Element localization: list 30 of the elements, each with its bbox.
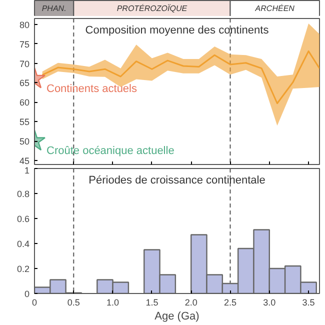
y-tick-label: 55 [19,117,30,128]
series-label: Continents actuels [46,82,138,95]
y-tick-label: 0.8 [16,189,30,199]
x-axis-title: Age (Ga) [154,310,200,322]
y-tick-label: 0.2 [16,264,30,274]
text: Périodes de croissance continentale [88,174,266,186]
y-tick-label: 0 [24,289,30,299]
text: PHAN. [42,4,66,13]
y-tick-label: 60 [19,98,30,108]
x-tick-label: 2.0 [184,298,198,308]
text: Composition moyenne des continents [85,24,270,36]
y-tick-label: 0.6 [16,214,30,224]
x-tick-label: 3.5 [302,298,315,308]
x-tick-label: 0 [32,298,38,308]
text: PROTÉROZOÏQUE [116,4,188,13]
x-tick-label: 0.5 [67,298,80,308]
series-label: Croûte océanique actuelle [46,145,174,158]
text: ARCHÉEN [254,4,295,13]
x-tick-label: 1.0 [106,298,120,308]
y-tick-label: 65 [19,78,30,88]
y-tick-label: 1 [24,166,30,176]
y-tick-label: 50 [19,136,30,147]
x-tick-label: 2.5 [224,298,236,308]
x-tick-label: 3.0 [263,298,276,308]
x-tick-label: 1.5 [146,298,158,308]
y-tick-label: 70 [19,58,30,69]
y-tick-label: 45 [19,156,30,166]
y-tick-label: 80 [19,20,30,30]
y-tick-label: 0.4 [16,239,30,249]
y-tick-label: 75 [19,39,30,50]
